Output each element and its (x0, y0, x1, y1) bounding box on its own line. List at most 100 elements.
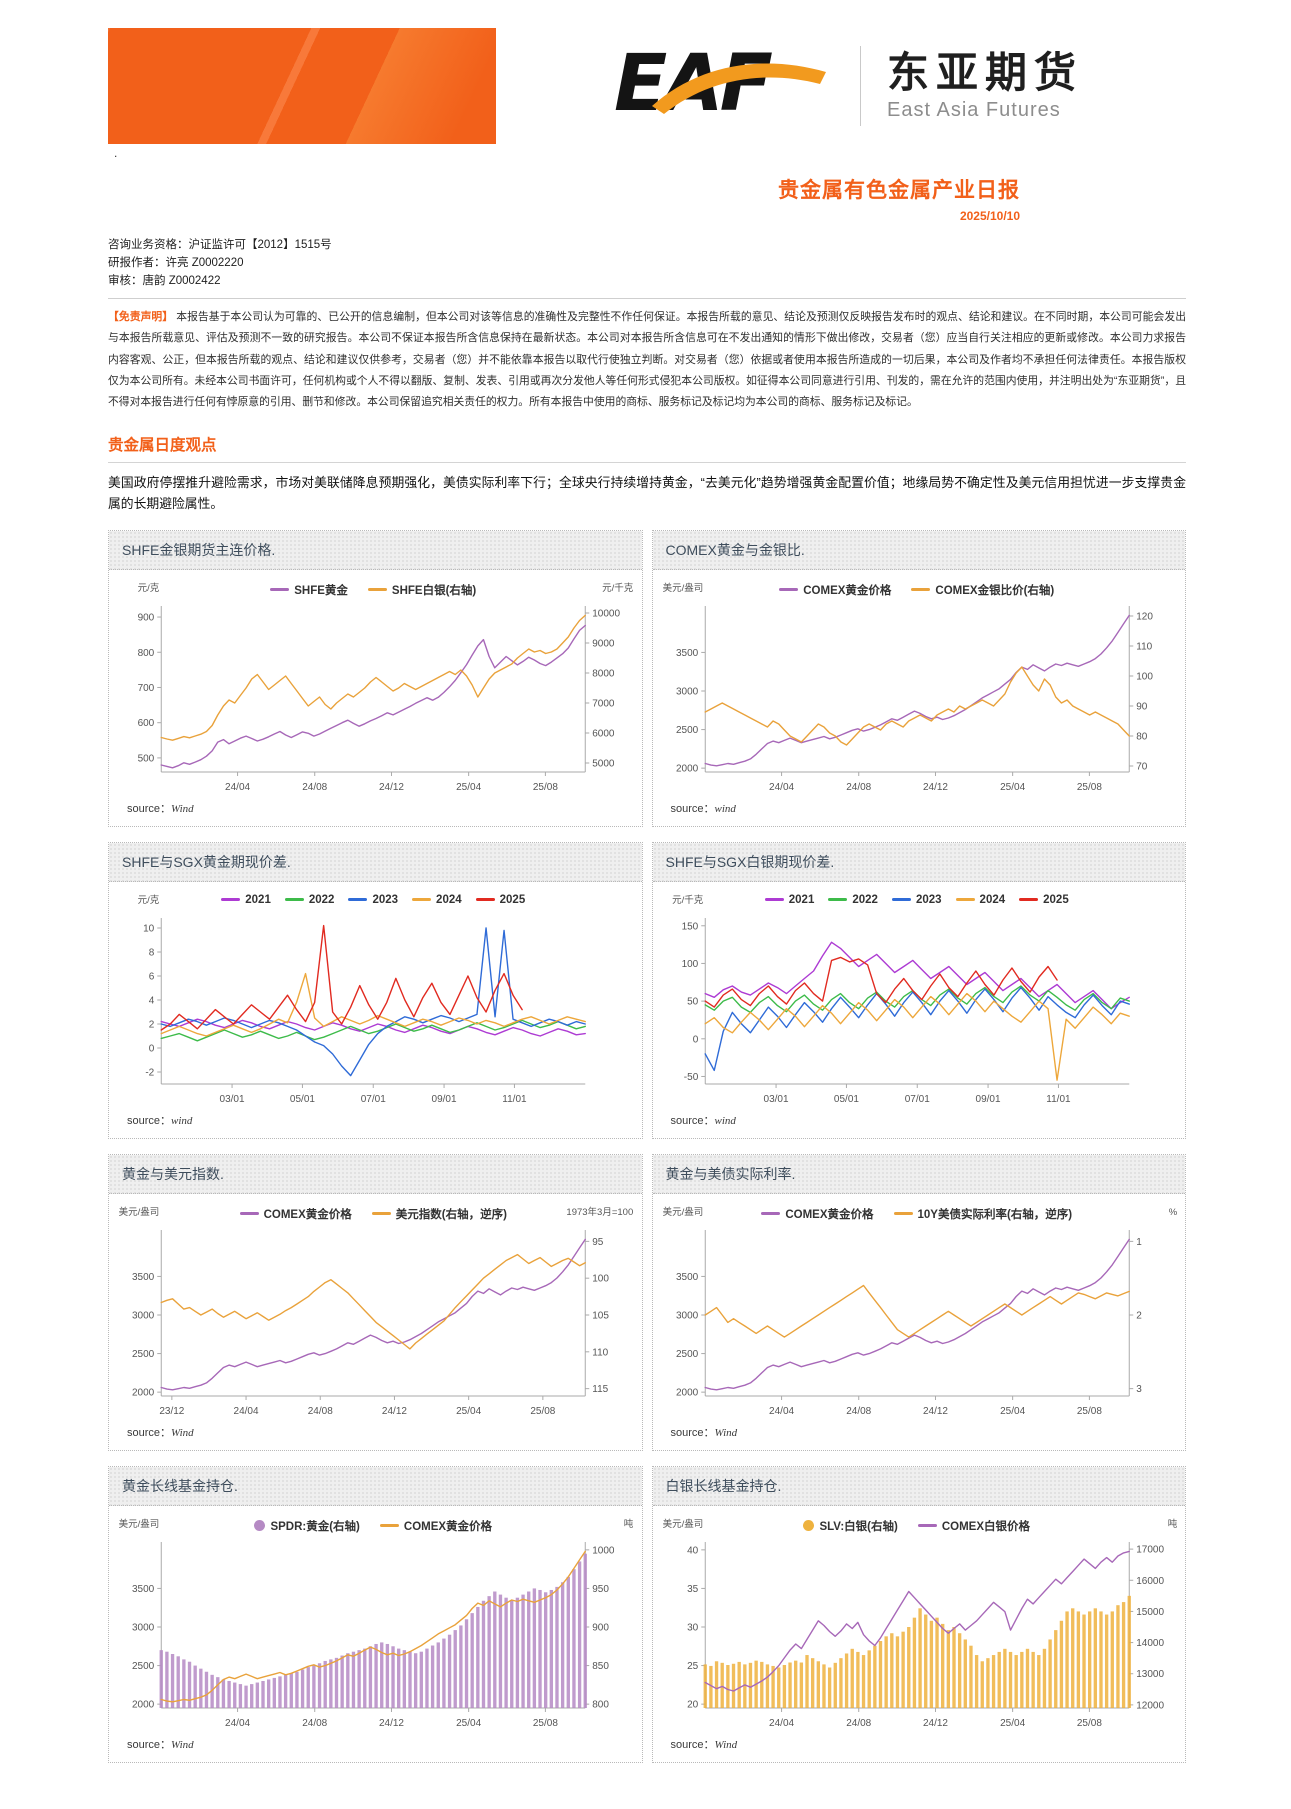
source-value: Wind (714, 1426, 738, 1439)
source-label: source： (127, 1114, 172, 1127)
svg-text:8: 8 (149, 947, 155, 958)
source-value: wind (171, 1114, 193, 1127)
disclaimer-label: 【免责声明】 (108, 311, 174, 324)
source-value: Wind (171, 1426, 194, 1439)
svg-text:5000: 5000 (592, 758, 615, 769)
svg-text:4: 4 (149, 995, 155, 1006)
svg-text:3500: 3500 (132, 1584, 155, 1595)
svg-text:24/04: 24/04 (769, 1406, 794, 1417)
svg-text:2: 2 (1136, 1310, 1142, 1321)
svg-text:1: 1 (1136, 1237, 1142, 1248)
svg-text:3000: 3000 (132, 1310, 155, 1321)
chart-comex-gold-ratio: 3500 3000 2500 2000 美元/盎司 120 110 100 90 80 70 24/0… (659, 578, 1180, 796)
chart-panel-gold-basis: SHFE与SGX黄金期现价差. 10 8 6 4 2 0 -2 元/克 03/01 05/01 07… (108, 841, 643, 1139)
svg-text:6: 6 (149, 971, 155, 982)
report-title: 贵金属有色金属产业日报 (778, 179, 1020, 202)
chart-panel-silver-basis: SHFE与SGX白银期现价差. 150 100 50 0 -50 元/千克 03/01 05/… (651, 841, 1186, 1139)
svg-text:3500: 3500 (676, 648, 699, 659)
brand-banner-graphic (108, 28, 496, 144)
svg-text:110: 110 (1136, 641, 1152, 652)
svg-text:元/千克: 元/千克 (602, 583, 634, 594)
svg-text:24/12: 24/12 (379, 782, 404, 793)
source-label: source： (670, 1426, 715, 1439)
svg-text:40: 40 (687, 1545, 699, 1556)
corner-dot: . (114, 146, 118, 160)
svg-text:元/克: 元/克 (138, 583, 160, 594)
panel-title: SHFE与SGX黄金期现价差. (109, 842, 642, 882)
brand-divider (860, 46, 861, 126)
svg-text:25/08: 25/08 (1076, 782, 1101, 793)
eaf-logo-swoosh-icon (652, 63, 826, 114)
svg-text:25/04: 25/04 (456, 782, 481, 793)
svg-text:23/12: 23/12 (159, 1406, 184, 1417)
source-label: source： (670, 1114, 715, 1127)
svg-text:95: 95 (592, 1237, 604, 1248)
chart-source: source：wind (115, 1108, 636, 1136)
svg-text:900: 900 (592, 1622, 609, 1633)
panel-title: SHFE与SGX白银期现价差. (652, 842, 1185, 882)
svg-text:120: 120 (1136, 611, 1153, 622)
svg-text:24/12: 24/12 (922, 1406, 947, 1417)
chart-source: source：Wind (659, 1420, 1180, 1448)
svg-text:24/04: 24/04 (225, 782, 250, 793)
svg-text:24/08: 24/08 (846, 1718, 871, 1729)
svg-text:800: 800 (592, 1700, 609, 1711)
chart-shfe-gold-silver-price: 900 800 700 600 500 元/克 10000 9000 8000 7000 6000 5… (115, 578, 636, 796)
panel-title: COMEX黄金与金银比. (652, 530, 1185, 570)
svg-text:1000: 1000 (592, 1545, 615, 1556)
chart-canvas: 3500 3000 2500 2000 美元/盎司 120 110 100 90 80 70 24/0… (662, 582, 1153, 793)
svg-text:7000: 7000 (592, 698, 615, 709)
svg-text:12000: 12000 (1136, 1700, 1164, 1711)
svg-text:2500: 2500 (676, 1349, 699, 1360)
meta-block: 咨询业务资格：沪证监许可【2012】1515号 研报作者：许亮 Z0002220… (108, 237, 1186, 290)
chart-panel-gold-dxy: 黄金与美元指数. 3500 3000 2500 2000 美元/盎司 95 100 105 11… (108, 1153, 643, 1451)
chart-silver-basis: 150 100 50 0 -50 元/千克 03/01 05/01 07/01 09/01 11/0… (659, 890, 1180, 1108)
svg-text:8000: 8000 (592, 668, 615, 679)
svg-text:2500: 2500 (132, 1661, 155, 1672)
chart-silver-fund-holdings: 40 35 30 25 20 美元/盎司 17000 16000 15000 14000 13000… (659, 1514, 1180, 1732)
svg-text:90: 90 (1136, 701, 1148, 712)
panel-title: 白银长线基金持仓. (652, 1466, 1185, 1506)
chart-canvas: 10 8 6 4 2 0 -2 元/克 03/01 05/01 07/01 09/01 11/01 (138, 895, 586, 1105)
svg-text:-2: -2 (145, 1067, 154, 1078)
svg-text:2: 2 (149, 1019, 155, 1030)
svg-text:24/04: 24/04 (769, 782, 794, 793)
svg-text:24/04: 24/04 (225, 1718, 250, 1729)
brand-name-cn: 东亚期货 (887, 49, 1084, 97)
chart-source: source：wind (659, 1108, 1180, 1136)
source-value: Wind (171, 802, 194, 815)
svg-text:20: 20 (687, 1700, 699, 1711)
chart-canvas: 3500 3000 2500 2000 美元/盎司 1 2 3% 24/04 24/08 24/12… (662, 1206, 1177, 1417)
svg-text:2500: 2500 (676, 725, 699, 736)
svg-text:14000: 14000 (1136, 1638, 1164, 1649)
svg-text:24/08: 24/08 (302, 782, 327, 793)
chart-source: source：wind (659, 796, 1180, 824)
svg-text:10000: 10000 (592, 608, 620, 619)
svg-text:3500: 3500 (676, 1272, 699, 1283)
svg-text:3: 3 (1136, 1384, 1142, 1395)
svg-text:25/04: 25/04 (1000, 782, 1025, 793)
chart-source: source：Wind (115, 1732, 636, 1760)
panel-title: SHFE金银期货主连价格. (109, 530, 642, 570)
svg-text:-50: -50 (683, 1072, 698, 1083)
chart-panel-shfe-gold-silver-price: SHFE金银期货主连价格. 900 800 700 600 500 元/克 10000 900… (108, 529, 643, 827)
charts-grid: SHFE金银期货主连价格. 900 800 700 600 500 元/克 10000 900… (108, 529, 1186, 1763)
svg-text:元/克: 元/克 (138, 895, 160, 906)
svg-text:美元/盎司: 美元/盎司 (662, 1518, 703, 1530)
title-block: 贵金属有色金属产业日报 2025/10/10 (108, 174, 1186, 223)
chart-source: source：Wind (115, 796, 636, 824)
svg-text:24/08: 24/08 (846, 782, 871, 793)
svg-text:35: 35 (687, 1584, 699, 1595)
svg-text:03/01: 03/01 (220, 1094, 245, 1105)
svg-text:3000: 3000 (676, 1310, 699, 1321)
svg-text:24/12: 24/12 (382, 1406, 407, 1417)
svg-text:900: 900 (138, 612, 155, 623)
svg-text:25/08: 25/08 (1076, 1406, 1101, 1417)
svg-text:3000: 3000 (132, 1622, 155, 1633)
svg-text:850: 850 (592, 1661, 609, 1672)
svg-text:1973年3月=100: 1973年3月=100 (566, 1206, 633, 1218)
chart-panel-comex-gold-ratio: COMEX黄金与金银比. 3500 3000 2500 2000 美元/盎司 120 110… (651, 529, 1186, 827)
svg-text:110: 110 (592, 1347, 608, 1358)
svg-text:700: 700 (138, 683, 155, 694)
svg-text:11/01: 11/01 (1046, 1094, 1071, 1105)
